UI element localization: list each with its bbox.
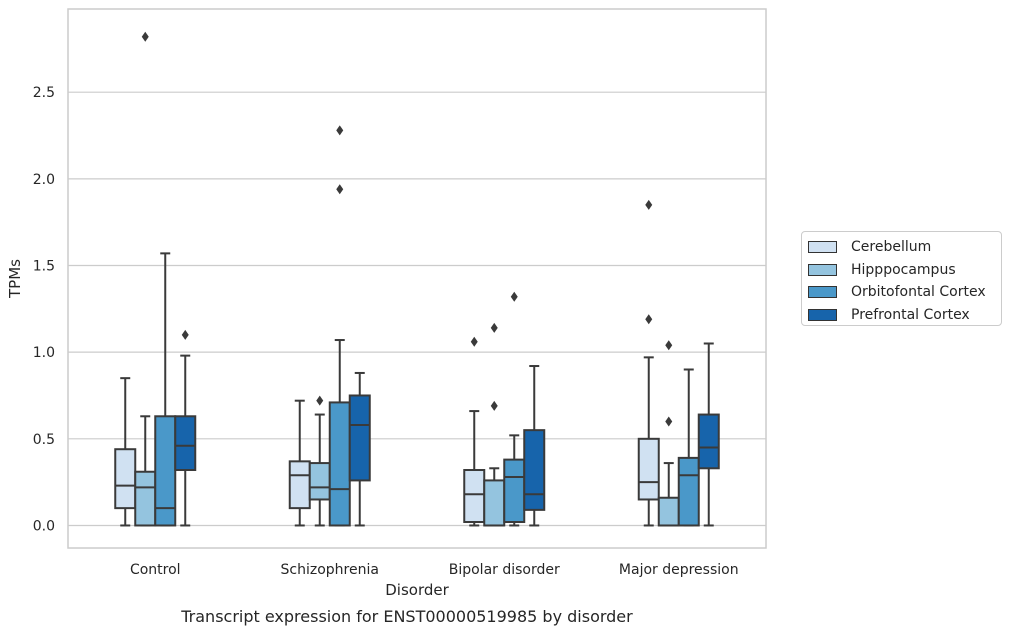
- outlier-point: [181, 329, 189, 340]
- box-1-3: [657, 340, 680, 527]
- outlier-point: [336, 125, 344, 136]
- legend-item: Hipppocampus: [808, 259, 995, 282]
- outlier-point: [336, 184, 344, 195]
- x-tick-labels: Control Schizophrenia Bipolar disorder Majo…: [130, 562, 739, 578]
- y-tick-label: 2.0: [33, 172, 55, 188]
- box-body: [114, 448, 137, 510]
- box-0-0: [114, 377, 137, 527]
- outlier-point: [645, 314, 653, 325]
- outlier-point: [645, 199, 653, 210]
- box-1-1: [308, 395, 331, 527]
- x-tick-label: Bipolar disorder: [449, 562, 560, 578]
- outlier-point: [490, 400, 498, 411]
- box-body: [523, 429, 546, 511]
- box-body: [503, 458, 526, 524]
- outlier-point: [141, 31, 149, 42]
- outlier-point: [665, 416, 673, 427]
- x-tick-label: Control: [130, 562, 181, 578]
- y-tick-label: 2.5: [33, 85, 55, 101]
- box-body: [288, 460, 311, 510]
- box-3-3: [697, 342, 720, 527]
- box-body: [657, 496, 680, 527]
- box-2-3: [677, 368, 700, 527]
- box-body: [463, 469, 486, 524]
- box-2-2: [503, 291, 526, 527]
- outlier-point: [316, 395, 324, 406]
- box-1-2: [483, 322, 506, 527]
- box-3-1: [348, 371, 371, 527]
- box-0-3: [637, 199, 660, 527]
- x-tick-label: Schizophrenia: [281, 562, 379, 578]
- legend: Cerebellum Hipppocampus Orbitofontal Corte…: [801, 231, 1002, 326]
- legend-item: Orbitofontal Cortex: [808, 281, 995, 304]
- box-body: [483, 479, 506, 527]
- legend-swatch: [808, 241, 837, 254]
- outlier-point: [490, 322, 498, 333]
- chart-caption: Transcript expression for ENST0000051998…: [180, 607, 633, 626]
- legend-label: Cerebellum: [851, 239, 932, 256]
- y-tick-label: 0.0: [33, 518, 55, 534]
- y-tick-labels: 0.0 0.5 1.0 1.5 2.0 2.5: [33, 85, 55, 534]
- legend-label: Prefrontal Cortex: [851, 306, 970, 323]
- box-body: [677, 456, 700, 527]
- legend-item: Prefrontal Cortex: [808, 304, 995, 327]
- box-body: [308, 462, 331, 501]
- box-body: [637, 437, 660, 501]
- box-2-1: [328, 125, 351, 527]
- outlier-point: [470, 336, 478, 347]
- x-tick-label: Major depression: [619, 562, 739, 578]
- box-3-2: [523, 365, 546, 527]
- outlier-point: [665, 340, 673, 351]
- legend-item: Cerebellum: [808, 236, 995, 259]
- box-0-2: [463, 336, 486, 527]
- box-body: [697, 413, 720, 470]
- box-body: [328, 401, 351, 527]
- legend-swatch: [808, 263, 837, 276]
- box-body: [348, 394, 371, 482]
- legend-label: Orbitofontal Cortex: [851, 284, 986, 301]
- legend-label: Hipppocampus: [851, 261, 956, 278]
- outlier-point: [510, 291, 518, 302]
- x-axis-label: Disorder: [385, 581, 449, 599]
- box-body: [134, 470, 157, 527]
- box-series: [114, 31, 720, 527]
- y-tick-label: 1.0: [33, 345, 55, 361]
- box-2-0: [154, 252, 177, 527]
- box-1-0: [134, 31, 157, 527]
- box-0-1: [288, 399, 311, 527]
- plot-frame: [67, 8, 767, 549]
- legend-swatch: [808, 286, 837, 299]
- y-axis-label: TPMs: [6, 259, 24, 299]
- box-3-0: [174, 329, 197, 527]
- legend-swatch: [808, 308, 837, 321]
- y-tick-label: 1.5: [33, 259, 55, 275]
- y-tick-label: 0.5: [33, 432, 55, 448]
- box-body: [174, 415, 197, 472]
